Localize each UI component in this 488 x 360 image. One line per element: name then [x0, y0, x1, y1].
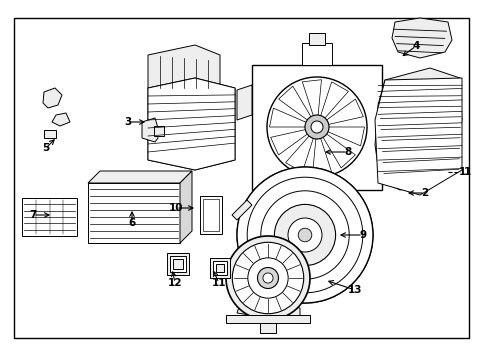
Circle shape	[263, 273, 272, 283]
Polygon shape	[266, 106, 305, 127]
Bar	[213, 261, 226, 275]
Polygon shape	[180, 171, 192, 243]
Polygon shape	[312, 138, 331, 174]
Polygon shape	[327, 127, 366, 148]
Polygon shape	[374, 78, 461, 195]
Bar	[154, 126, 163, 136]
Circle shape	[274, 204, 335, 266]
Bar	[302, 43, 331, 65]
Polygon shape	[88, 171, 192, 183]
Polygon shape	[142, 118, 158, 142]
Polygon shape	[302, 80, 321, 116]
Polygon shape	[231, 200, 251, 220]
Bar	[308, 33, 325, 45]
Bar	[44, 130, 56, 138]
Polygon shape	[301, 77, 323, 116]
Circle shape	[305, 115, 328, 139]
Polygon shape	[285, 136, 313, 172]
Circle shape	[260, 191, 348, 279]
Polygon shape	[148, 78, 235, 170]
Bar	[216, 264, 224, 272]
Text: 6: 6	[128, 218, 135, 228]
Circle shape	[247, 258, 287, 298]
Polygon shape	[237, 298, 299, 323]
Polygon shape	[148, 78, 235, 170]
Bar	[22, 198, 77, 236]
Circle shape	[237, 167, 372, 303]
Polygon shape	[327, 127, 364, 146]
Bar	[173, 259, 183, 269]
Circle shape	[310, 121, 323, 133]
Circle shape	[225, 236, 309, 320]
Text: 2: 2	[421, 188, 428, 198]
Polygon shape	[267, 129, 306, 156]
Polygon shape	[278, 86, 310, 120]
Text: 5: 5	[42, 143, 49, 153]
Polygon shape	[326, 99, 363, 125]
Text: 9: 9	[359, 230, 366, 240]
Polygon shape	[269, 108, 305, 127]
Polygon shape	[322, 134, 357, 171]
Bar	[260, 323, 275, 333]
Polygon shape	[276, 83, 310, 120]
Circle shape	[287, 218, 321, 252]
Bar	[14, 18, 468, 338]
Bar	[200, 196, 222, 234]
Circle shape	[232, 242, 303, 314]
Text: 10: 10	[168, 203, 183, 213]
Polygon shape	[52, 113, 70, 126]
Text: 4: 4	[411, 41, 419, 51]
Bar	[225, 315, 309, 323]
Circle shape	[247, 177, 362, 293]
Polygon shape	[320, 80, 350, 118]
Polygon shape	[148, 45, 220, 98]
Bar	[203, 199, 219, 231]
Polygon shape	[374, 68, 461, 190]
Polygon shape	[326, 98, 366, 125]
Text: 1: 1	[463, 167, 470, 177]
Text: 11: 11	[211, 278, 226, 288]
Text: 12: 12	[167, 278, 182, 288]
Text: 8: 8	[344, 147, 351, 157]
Polygon shape	[323, 134, 355, 168]
Circle shape	[266, 77, 366, 177]
Bar	[167, 253, 189, 275]
Polygon shape	[237, 167, 372, 303]
Polygon shape	[282, 136, 313, 175]
Polygon shape	[310, 138, 332, 177]
Bar	[170, 256, 185, 272]
Circle shape	[257, 267, 278, 288]
Polygon shape	[320, 82, 347, 118]
Text: 13: 13	[347, 285, 362, 295]
Polygon shape	[270, 130, 306, 155]
Bar	[209, 258, 229, 278]
Circle shape	[298, 228, 311, 242]
Polygon shape	[237, 85, 251, 120]
Polygon shape	[43, 88, 62, 108]
Text: 7: 7	[29, 210, 37, 220]
Polygon shape	[391, 18, 451, 58]
Bar	[88, 183, 180, 243]
Bar	[251, 65, 381, 190]
Text: 3: 3	[124, 117, 131, 127]
Text: 1: 1	[457, 167, 465, 177]
